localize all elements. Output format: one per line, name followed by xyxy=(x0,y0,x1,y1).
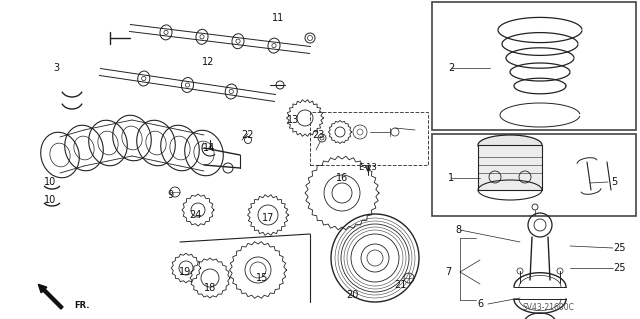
Text: 25: 25 xyxy=(612,243,625,253)
Text: 1: 1 xyxy=(448,173,454,183)
Text: E-13: E-13 xyxy=(358,164,378,173)
Text: 23: 23 xyxy=(312,130,324,140)
Text: 2: 2 xyxy=(448,63,454,73)
Text: 24: 24 xyxy=(189,210,201,220)
Bar xyxy=(432,134,636,216)
Bar xyxy=(310,112,428,165)
Text: FR.: FR. xyxy=(74,301,90,310)
Text: 12: 12 xyxy=(202,57,214,67)
Text: 22: 22 xyxy=(242,130,254,140)
Text: 7: 7 xyxy=(445,267,451,277)
Bar xyxy=(478,145,542,190)
Text: 6: 6 xyxy=(477,299,483,309)
Bar xyxy=(432,2,636,130)
Text: 10: 10 xyxy=(44,177,56,187)
Text: 10: 10 xyxy=(44,195,56,205)
FancyArrow shape xyxy=(38,284,63,309)
Text: SV43-21600C: SV43-21600C xyxy=(522,303,574,313)
Text: 19: 19 xyxy=(179,267,191,277)
Text: 9: 9 xyxy=(167,190,173,200)
Text: 18: 18 xyxy=(204,283,216,293)
Text: 11: 11 xyxy=(272,13,284,23)
Text: 17: 17 xyxy=(262,213,274,223)
Text: 14: 14 xyxy=(203,143,215,153)
Text: 5: 5 xyxy=(611,177,617,187)
Text: 13: 13 xyxy=(287,115,299,125)
Text: 3: 3 xyxy=(53,63,59,73)
Text: 16: 16 xyxy=(336,173,348,183)
Text: 21: 21 xyxy=(394,280,406,290)
Text: 15: 15 xyxy=(256,273,268,283)
Text: 8: 8 xyxy=(455,225,461,235)
Ellipse shape xyxy=(478,135,542,155)
Text: 20: 20 xyxy=(346,290,358,300)
Text: 25: 25 xyxy=(612,263,625,273)
